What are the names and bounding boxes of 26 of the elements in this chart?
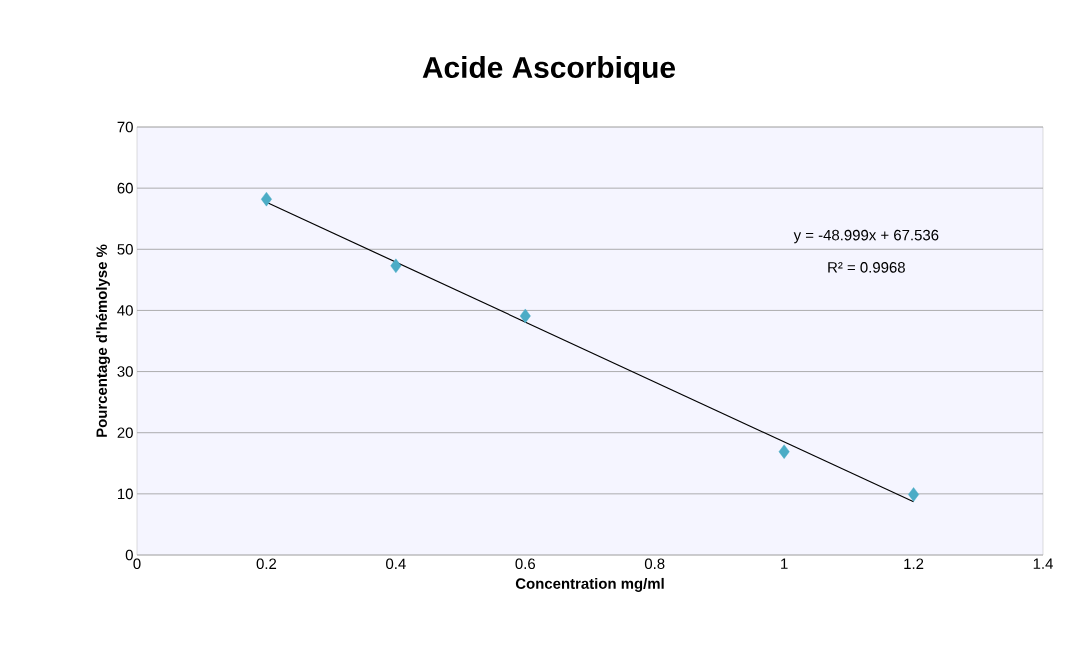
- x-tick-label: 0: [133, 558, 141, 570]
- y-tick-label: 50: [117, 243, 133, 255]
- x-tick-label: 0.8: [644, 558, 665, 570]
- y-tick-label: 30: [117, 366, 133, 377]
- annotation: R² = 0.9968: [828, 262, 905, 273]
- point: [778, 444, 790, 459]
- x-tick-label: 0.2: [256, 558, 277, 570]
- y-tick-label: 40: [117, 305, 133, 316]
- chart-title: Acide Ascorbique: [422, 56, 676, 84]
- point: [519, 308, 531, 324]
- y-tick-label: 20: [117, 427, 133, 438]
- point: [260, 191, 272, 207]
- y-tick-label: 0: [125, 549, 133, 561]
- y-tick-label: 10: [118, 488, 133, 500]
- x-tick-label: 0.4: [386, 558, 406, 570]
- y-tick-label: 60: [117, 182, 133, 194]
- y-axis-title: Pourcentage d'hémolyse %: [95, 244, 111, 437]
- x-tick-label: 0.6: [515, 558, 536, 570]
- x-tick-label: 1.2: [904, 558, 924, 569]
- point: [908, 487, 920, 502]
- x-axis-title: Concentration mg/ml: [515, 577, 664, 592]
- x-tick-label: 1: [781, 558, 788, 569]
- annotation: y = -48.999x + 67.536: [793, 229, 939, 244]
- point: [390, 258, 402, 273]
- x-tick-label: 1.4: [1033, 558, 1053, 569]
- y-tick-label: 70: [117, 121, 133, 133]
